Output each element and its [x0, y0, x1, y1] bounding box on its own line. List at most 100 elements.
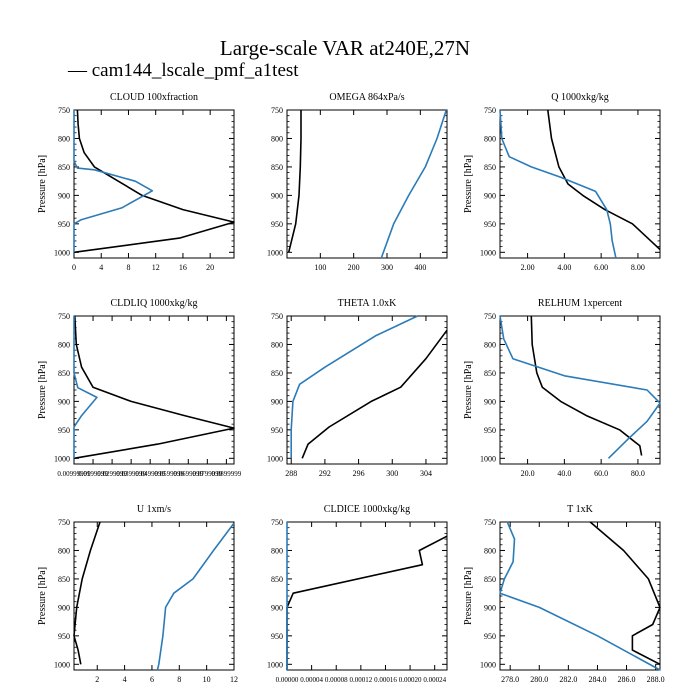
y-tick-label: 850 [484, 575, 496, 584]
panel-title: THETA 1.0xK [338, 298, 397, 309]
y-tick-label: 850 [271, 163, 283, 172]
series-blue-line [499, 315, 661, 459]
y-axis-label: Pressure [hPa] [463, 155, 474, 213]
y-tick-label: 800 [271, 134, 283, 143]
x-tick-label: 304 [420, 469, 432, 478]
plot-frame [73, 315, 235, 465]
x-tick-label: 0.0499999 [135, 470, 165, 478]
y-tick-label: 950 [271, 220, 283, 229]
y-tick-label: 750 [271, 106, 283, 115]
y-tick-label: 900 [58, 397, 70, 406]
y-tick-label: 1000 [267, 248, 283, 257]
x-tick-label: 0.00012 [349, 676, 372, 684]
series-black-line [547, 109, 661, 251]
x-tick-label: 20.0 [521, 469, 535, 478]
y-tick-label: 850 [271, 369, 283, 378]
y-tick-label: 750 [58, 518, 70, 527]
x-tick-label: 0.00008 [325, 676, 348, 684]
x-tick-label: 282.0 [559, 675, 577, 684]
x-tick-label: 100 [314, 263, 326, 272]
y-tick-label: 1000 [267, 660, 283, 669]
panel-title: CLDICE 1000xkg/kg [324, 504, 410, 515]
plot-frame [499, 521, 661, 671]
series-blue-line [73, 110, 154, 253]
y-tick-label: 950 [484, 632, 496, 641]
y-tick-label: 1000 [54, 660, 70, 669]
y-tick-label: 900 [271, 191, 283, 200]
series-black-line [287, 110, 302, 253]
plot-frame [499, 109, 661, 259]
x-tick-label: 0.00020 [399, 676, 422, 684]
plot-frame [286, 521, 448, 671]
panel-title: RELHUM 1xpercent [538, 298, 622, 309]
series-blue-line [290, 315, 418, 459]
y-tick-label: 750 [271, 518, 283, 527]
series-blue-line [156, 522, 235, 671]
x-tick-label: 10 [203, 675, 211, 684]
plot-frame [286, 109, 448, 259]
y-tick-label: 750 [58, 312, 70, 321]
panel-0: CLOUD 100xfraction Pressure [hPa] 750 800 85… [37, 92, 235, 272]
y-tick-label: 750 [58, 106, 70, 115]
x-tick-label: 286.0 [618, 675, 636, 684]
x-tick-label: 0.00999999 [57, 470, 91, 478]
series-black-line [73, 521, 101, 665]
panel-title: Q 1000xkg/kg [551, 92, 609, 103]
y-tick-label: 900 [271, 603, 283, 612]
legend-label: — cam144_lscale_pmf_a1test [67, 60, 299, 81]
y-tick-label: 800 [484, 340, 496, 349]
x-tick-label: 292 [319, 469, 331, 478]
x-tick-label: 20 [206, 263, 214, 272]
series-black-line [286, 535, 448, 670]
y-tick-label: 850 [484, 369, 496, 378]
y-tick-label: 850 [58, 575, 70, 584]
panel-6: U 1xm/s Pressure [hPa] 750 800 850 900 950 1000… [37, 504, 238, 684]
y-tick-label: 750 [484, 106, 496, 115]
x-tick-label: 200 [348, 263, 360, 272]
panel-grid: CLOUD 100xfraction Pressure [hPa] 750 800 85… [37, 92, 665, 684]
x-tick-label: 16 [179, 263, 187, 272]
x-tick-label: 300 [386, 469, 398, 478]
x-tick-label: 0.0899999 [212, 470, 242, 478]
x-tick-label: 0.0199999 [78, 470, 108, 478]
x-tick-label: 6.00 [594, 263, 608, 272]
x-tick-label: 12 [152, 263, 160, 272]
panel-8: T 1xK Pressure [hPa] 750 800 850 900 950 1000 27… [463, 504, 665, 684]
y-tick-label: 900 [58, 191, 70, 200]
series-blue-line [380, 109, 448, 259]
y-tick-label: 950 [271, 632, 283, 641]
y-tick-label: 850 [58, 369, 70, 378]
x-tick-label: 280.0 [530, 675, 548, 684]
y-axis-label: Pressure [hPa] [37, 361, 48, 419]
y-tick-label: 800 [58, 546, 70, 555]
x-tick-label: 0.00024 [423, 676, 446, 684]
x-tick-label: 400 [414, 263, 426, 272]
panel-3: CLDLIQ 1000xkg/kg Pressure [hPa] 750 800 850… [37, 298, 242, 478]
y-axis-label: Pressure [hPa] [37, 567, 48, 625]
x-tick-label: 4 [123, 675, 127, 684]
x-tick-label: 40.0 [557, 469, 571, 478]
series-black-line [73, 109, 235, 254]
panel-7: CLDICE 1000xkg/kg 750 800 850 900 950 1000 0.00… [267, 504, 448, 684]
x-tick-label: 284.0 [588, 675, 606, 684]
x-tick-label: 6 [150, 675, 154, 684]
figure-title: Large-scale VAR at240E,27N [220, 36, 470, 60]
y-tick-label: 1000 [480, 454, 496, 463]
x-tick-label: 80.0 [631, 469, 645, 478]
x-tick-label: 288.0 [647, 675, 665, 684]
y-axis-label: Pressure [hPa] [463, 361, 474, 419]
x-tick-label: 8 [177, 675, 181, 684]
panel-title: U 1xm/s [137, 504, 171, 515]
x-tick-label: 0.0699999 [173, 470, 203, 478]
series-black-line [73, 315, 235, 460]
x-tick-label: 296 [353, 469, 365, 478]
panel-title: T 1xK [567, 504, 593, 515]
x-tick-label: 0.0599999 [154, 470, 184, 478]
y-tick-label: 1000 [480, 660, 496, 669]
y-tick-label: 850 [271, 575, 283, 584]
y-axis-label: Pressure [hPa] [463, 567, 474, 625]
x-tick-label: 8 [126, 263, 130, 272]
y-tick-label: 900 [58, 603, 70, 612]
